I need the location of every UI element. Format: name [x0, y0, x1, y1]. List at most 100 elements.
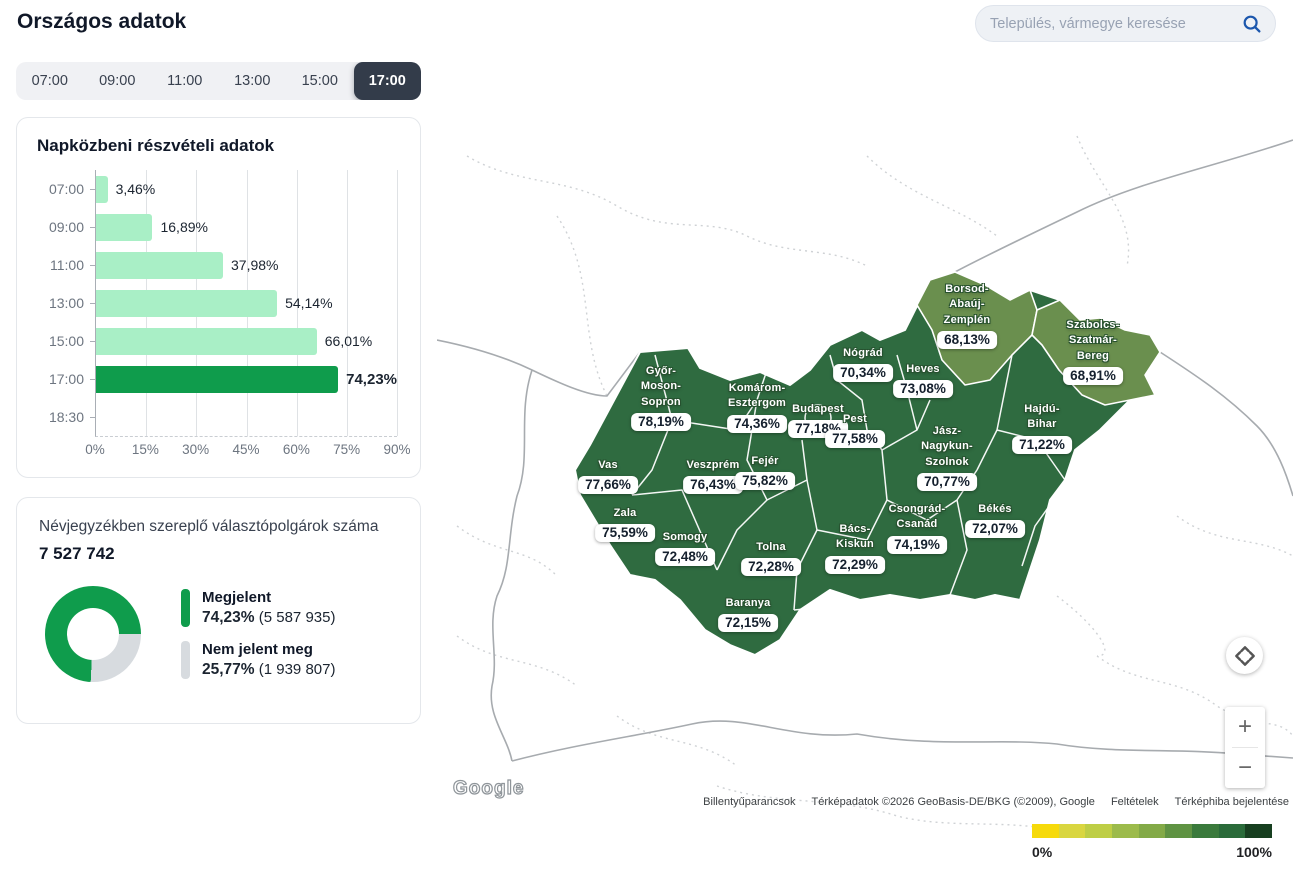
time-tab-0700[interactable]: 07:00 — [16, 62, 84, 100]
legend-gradient-bar — [1032, 824, 1273, 838]
turnout-bar[interactable] — [96, 365, 339, 393]
donut-legend-item-1: Nem jelent meg 25,77% (1 939 807) — [181, 641, 335, 679]
county-label-borsod-abaj-zempln[interactable]: Borsod- Abaúj- Zemplén 68,13% — [937, 282, 997, 350]
attribution-link-1[interactable]: Térképadatok ©2026 GeoBasis-DE/BKG (©200… — [811, 796, 1095, 808]
county-label-fejr[interactable]: Fejér 75,82% — [735, 454, 795, 491]
county-label-ngrd[interactable]: Nógrád 70,34% — [833, 346, 893, 383]
time-tabs: 07:00 09:00 11:00 13:00 15:00 17:00 — [16, 62, 421, 100]
county-value-pill: 72,28% — [741, 558, 801, 577]
county-label-veszprm[interactable]: Veszprém 76,43% — [683, 458, 743, 495]
x-tick-label: 30% — [182, 442, 210, 457]
y-axis-label: 11:00 — [50, 257, 84, 273]
turnout-bar[interactable] — [96, 175, 108, 203]
county-value-pill: 72,29% — [825, 555, 885, 574]
bar-row-1700: 17:00 74,23% — [49, 360, 397, 398]
gridline — [397, 170, 398, 436]
axis-tick — [90, 417, 96, 418]
voters-donut-card: Névjegyzékben szereplő választópolgárok … — [16, 497, 421, 724]
county-name: Tolna — [756, 541, 786, 553]
county-name: Győr- Moson- Sopron — [640, 365, 682, 408]
bar-value-label: 16,89% — [160, 219, 208, 235]
page-title: Országos adatok — [17, 10, 187, 33]
turnout-bar[interactable] — [96, 213, 153, 241]
attribution-link-0[interactable]: Billentyűparancsok — [703, 796, 796, 808]
map-color-legend: 0% 100% — [1032, 824, 1273, 860]
legend-value: 74,23% (5 587 935) — [202, 609, 336, 626]
county-label-zala[interactable]: Zala 75,59% — [595, 506, 655, 543]
county-label-jsz-nagykun-szolnok[interactable]: Jász- Nagykun- Szolnok 70,77% — [917, 424, 977, 492]
county-label-bks[interactable]: Békés 72,07% — [965, 502, 1025, 539]
search-input[interactable] — [990, 15, 1241, 32]
pan-arrows-icon — [1234, 645, 1255, 666]
x-tick-label: 0% — [85, 442, 105, 457]
county-label-gyr-moson-sopron[interactable]: Győr- Moson- Sopron 78,19% — [631, 364, 691, 432]
legend-segment — [1218, 824, 1246, 838]
y-axis-label: 18:30 — [48, 409, 84, 425]
y-axis-label: 13:00 — [48, 295, 84, 311]
attribution-link-2[interactable]: Feltételek — [1110, 796, 1159, 808]
attribution-link-3[interactable]: Térképhiba bejelentése — [1174, 796, 1289, 808]
zoom-out-button[interactable]: − — [1225, 748, 1265, 788]
turnout-bar[interactable] — [96, 251, 224, 279]
county-value-pill: 68,13% — [937, 331, 997, 350]
county-label-pest[interactable]: Pest 77,58% — [825, 412, 885, 449]
county-value-pill: 71,22% — [1012, 435, 1072, 454]
turnout-donut-chart — [45, 586, 141, 682]
x-tick-label: 15% — [131, 442, 159, 457]
county-value-pill: 72,48% — [655, 548, 715, 567]
county-label-hajd-bihar[interactable]: Hajdú- Bihar 71,22% — [1012, 402, 1072, 454]
map-attribution: Billentyűparancsok Térképadatok ©2026 Geo… — [703, 796, 1289, 808]
bar-row-1300: 13:00 54,14% — [49, 284, 397, 322]
map-zoom-controls: + − — [1225, 707, 1265, 788]
pan-control-button[interactable] — [1226, 637, 1263, 674]
x-tick-label: 45% — [232, 442, 260, 457]
time-tab-1500[interactable]: 15:00 — [286, 62, 354, 100]
county-value-pill: 77,58% — [825, 430, 885, 449]
registered-voters-total: 7 527 742 — [39, 544, 115, 563]
county-name: Békés — [978, 503, 1012, 515]
time-tab-1300[interactable]: 13:00 — [219, 62, 287, 100]
legend-segment — [1085, 824, 1113, 838]
outer-dotted-borders — [456, 135, 1293, 837]
county-name: Szabolcs- Szatmár- Bereg — [1066, 319, 1120, 362]
turnout-bar-chart-card: Napközbeni részvételi adatok 07:00 3,46% 0… — [16, 117, 421, 478]
county-label-vas[interactable]: Vas 77,66% — [578, 458, 638, 495]
county-label-komrom-esztergom[interactable]: Komárom- Esztergom 74,36% — [727, 381, 787, 433]
search-icon[interactable] — [1241, 13, 1263, 35]
county-name: Veszprém — [686, 459, 740, 471]
zoom-in-button[interactable]: + — [1225, 707, 1265, 747]
legend-segment — [1245, 824, 1273, 838]
turnout-bar[interactable] — [96, 289, 278, 317]
legend-segment — [1192, 824, 1219, 838]
map[interactable]: Győr- Moson- Sopron 78,19% Komárom- Eszter… — [437, 96, 1293, 871]
legend-label: Nem jelent meg — [202, 641, 313, 658]
bar-chart: 07:00 3,46% 09:00 16,89% 11:00 37,98% 13:00 54,… — [37, 170, 411, 461]
county-label-somogy[interactable]: Somogy 72,48% — [655, 530, 715, 567]
time-tab-1700[interactable]: 17:00 — [353, 62, 421, 100]
time-tab-1100[interactable]: 11:00 — [151, 62, 219, 100]
county-name: Vas — [598, 459, 618, 471]
county-name: Jász- Nagykun- Szolnok — [921, 425, 973, 468]
bar-row-1500: 15:00 66,01% — [49, 322, 397, 360]
county-name: Budapest — [792, 403, 844, 415]
county-name: Nógrád — [843, 347, 883, 359]
bar-row-0900: 09:00 16,89% — [49, 208, 397, 246]
time-tab-0900[interactable]: 09:00 — [84, 62, 152, 100]
county-value-pill: 78,19% — [631, 413, 691, 432]
county-value-pill: 73,08% — [893, 380, 953, 399]
turnout-bar[interactable] — [96, 327, 317, 355]
county-label-tolna[interactable]: Tolna 72,28% — [741, 540, 801, 577]
bar-value-label: 74,23% — [346, 370, 397, 388]
county-label-baranya[interactable]: Baranya 72,15% — [718, 596, 778, 633]
county-value-pill: 70,34% — [833, 364, 893, 383]
search-box[interactable] — [975, 5, 1276, 42]
google-logo[interactable]: Google — [452, 777, 525, 799]
county-name: Baranya — [725, 597, 771, 609]
county-label-szabolcs-szatmr-bereg[interactable]: Szabolcs- Szatmár- Bereg 68,91% — [1063, 318, 1123, 386]
county-label-csongrd-csand[interactable]: Csongrád- Csanád 74,19% — [887, 502, 947, 554]
county-borsod-shape — [916, 271, 1038, 386]
zoom-divider — [1232, 747, 1258, 748]
legend-segment — [1138, 824, 1166, 838]
county-label-bcs-kiskun[interactable]: Bács- Kiskun 72,29% — [825, 522, 885, 574]
county-label-heves[interactable]: Heves 73,08% — [893, 362, 953, 399]
